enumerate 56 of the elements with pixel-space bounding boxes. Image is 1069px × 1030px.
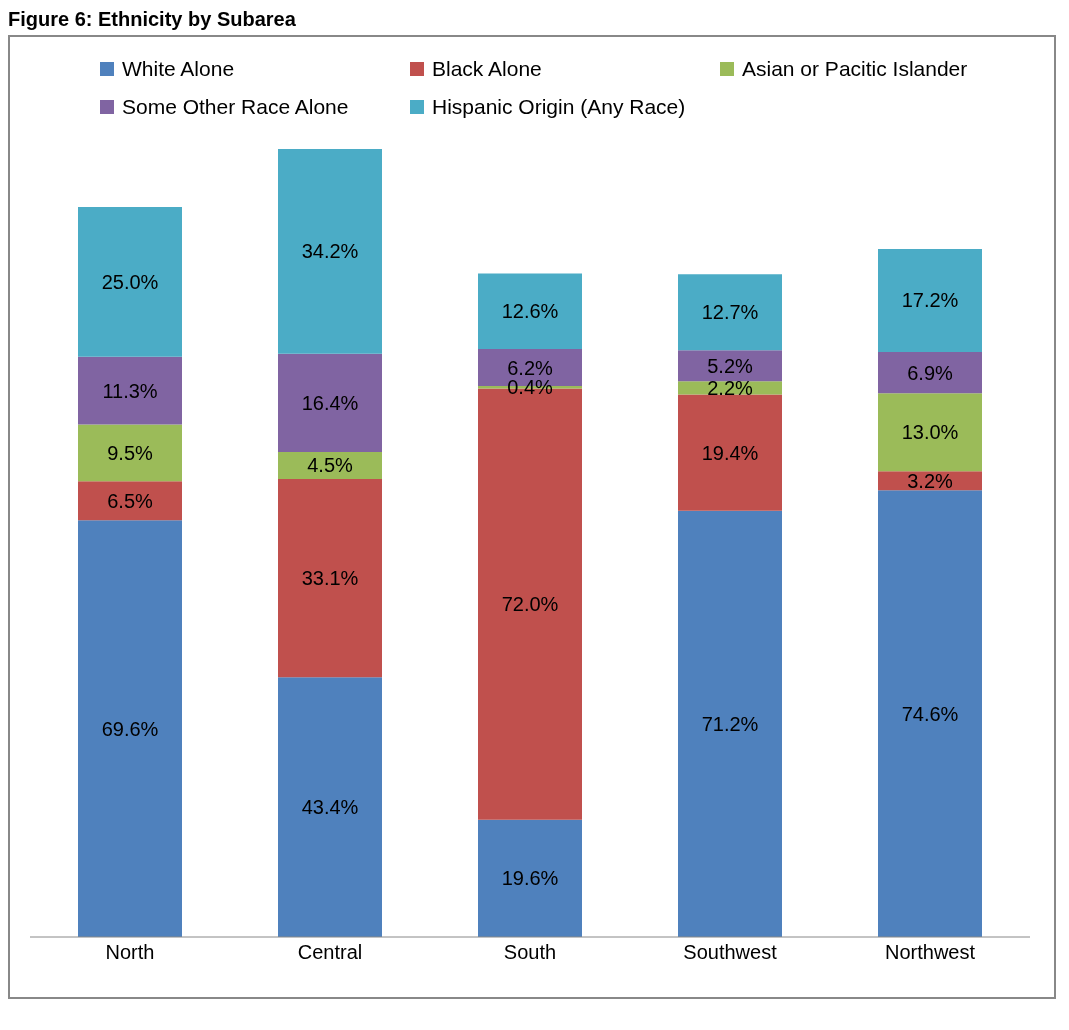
data-label: 34.2%: [301, 240, 359, 263]
legend-label: White Alone: [122, 57, 235, 81]
bar: [878, 351, 982, 394]
data-label: 69.6%: [101, 717, 159, 740]
bar: [678, 510, 782, 937]
bar: [878, 393, 982, 472]
bar: [78, 356, 182, 425]
legend-label: Black Alone: [432, 57, 542, 81]
data-label: 2.2%: [707, 376, 754, 399]
legend-label: Asian or Pacitic Islander: [742, 57, 968, 81]
bar: [678, 274, 782, 351]
data-label: 16.4%: [301, 391, 359, 414]
bar: [878, 490, 982, 937]
bar: [878, 249, 982, 352]
chart-title: Figure 6: Ethnicity by Subarea: [8, 8, 297, 31]
data-label: 9.5%: [107, 441, 154, 464]
data-label: 43.4%: [301, 796, 359, 819]
data-label: 71.2%: [701, 712, 759, 735]
data-label: 6.9%: [907, 361, 954, 384]
data-label: 33.1%: [301, 567, 359, 590]
legend-label: Hispanic Origin (Any Race): [432, 95, 686, 119]
bar: [478, 819, 582, 937]
bar: [78, 424, 182, 482]
data-label: 0.4%: [507, 376, 554, 399]
data-label: 74.6%: [901, 702, 959, 725]
bar: [278, 677, 382, 937]
data-label: 6.5%: [107, 489, 154, 512]
bar: [278, 353, 382, 452]
data-label: 19.4%: [701, 441, 759, 464]
data-label: 13.0%: [901, 421, 959, 444]
bar: [678, 394, 782, 511]
data-label: 19.6%: [501, 867, 559, 890]
data-label: 6.2%: [507, 356, 554, 379]
bar: [278, 149, 382, 354]
legend-label: Some Other Race Alone: [122, 95, 349, 119]
data-label: 12.7%: [701, 301, 759, 324]
bar: [478, 273, 582, 349]
data-label: 4.5%: [307, 454, 354, 477]
data-label: 12.6%: [501, 300, 559, 323]
x-tick-label: Central: [297, 941, 363, 964]
data-label: 25.0%: [101, 270, 159, 293]
x-tick-label: North: [105, 941, 155, 964]
x-tick-label: Southwest: [683, 941, 778, 964]
data-label: 11.3%: [102, 379, 158, 402]
bar: [678, 350, 782, 382]
x-tick-label: South: [503, 941, 557, 964]
data-label: 3.2%: [907, 469, 954, 492]
bar: [78, 520, 182, 937]
bar: [278, 451, 382, 479]
data-label: 17.2%: [901, 289, 959, 312]
bar: [78, 481, 182, 521]
bar: [78, 207, 182, 357]
x-tick-label: Northwest: [884, 941, 976, 964]
data-label: 72.0%: [501, 593, 559, 616]
bar: [278, 478, 382, 678]
data-label: 5.2%: [707, 354, 754, 377]
